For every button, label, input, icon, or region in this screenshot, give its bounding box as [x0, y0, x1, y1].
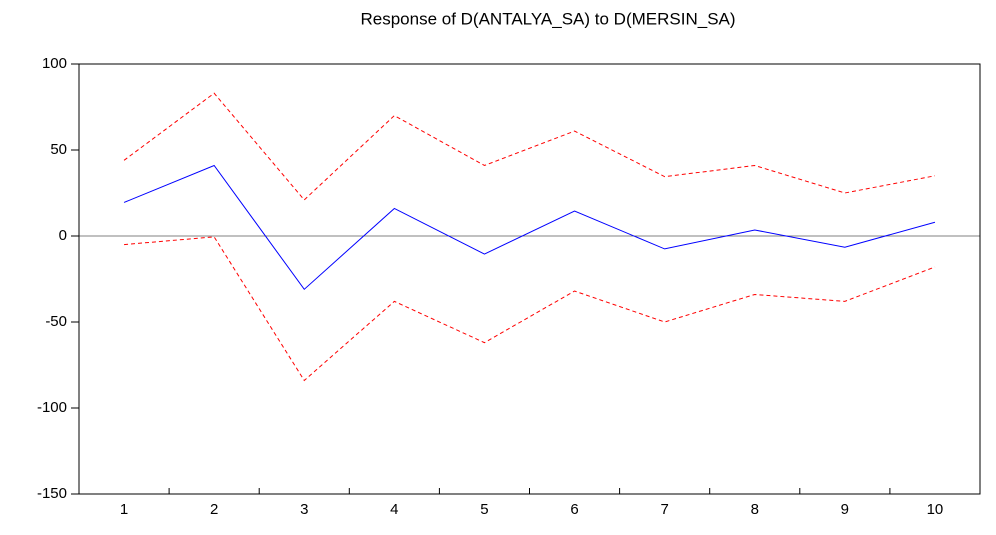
x-tick-label: 7: [660, 501, 668, 518]
series-line: [124, 236, 936, 382]
y-tick-label: 0: [59, 227, 67, 244]
y-tick-label: -50: [45, 313, 67, 330]
x-tick-label: 10: [927, 501, 944, 518]
x-tick-label: 4: [390, 501, 398, 518]
y-tick-label: -100: [37, 399, 67, 416]
y-tick-label: 50: [50, 141, 67, 158]
y-tick-label: 100: [42, 55, 67, 72]
x-tick-label: 8: [751, 501, 759, 518]
x-tick-label: 6: [570, 501, 578, 518]
plot-frame: [78, 63, 981, 495]
x-tick-label: 3: [300, 501, 308, 518]
x-tick-label: 5: [480, 501, 488, 518]
x-tick-label: 2: [210, 501, 218, 518]
x-tick-label: 9: [841, 501, 849, 518]
chart-title: Response of D(ANTALYA_SA) to D(MERSIN_SA…: [360, 9, 735, 28]
y-tick-label: -150: [37, 485, 67, 502]
x-tick-label: 1: [120, 501, 128, 518]
series-line: [123, 164, 936, 291]
series-line: [123, 92, 936, 201]
